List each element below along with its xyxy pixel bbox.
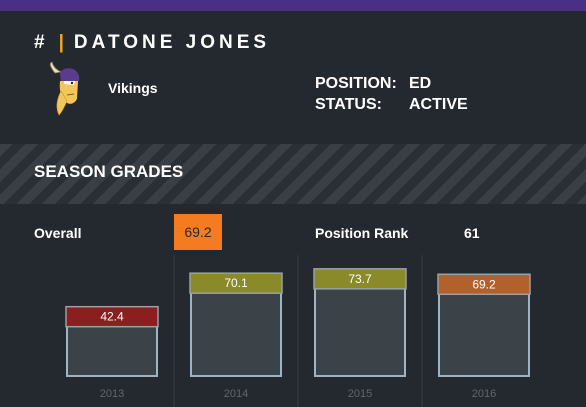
- position-rank-label: Position Rank: [315, 225, 409, 241]
- player-name: DATONE JONES: [73, 32, 271, 53]
- status-value: ACTIVE: [409, 96, 468, 113]
- hash-symbol: #: [34, 32, 45, 53]
- player-header: # | DATONE JONES: [34, 30, 270, 56]
- grade-value-label: 73.7: [348, 272, 372, 286]
- year-label: 2013: [100, 388, 124, 400]
- year-label: 2015: [348, 388, 372, 400]
- grade-label-box: [189, 272, 283, 294]
- grade-bar: [314, 285, 406, 378]
- position-rank-value: 61: [464, 225, 480, 241]
- team-name: Vikings: [108, 80, 158, 96]
- grade-label-box: [313, 268, 407, 290]
- section-title: SEASON GRADES: [34, 162, 184, 181]
- position-label: POSITION:: [315, 75, 397, 92]
- season-grades-chart: 42.4 2013 70.1 2014 73.7 2015 69.2 2016: [65, 255, 531, 407]
- grade-label-box: [437, 273, 531, 296]
- grade-value-label: 69.2: [472, 277, 496, 291]
- overall-label: Overall: [34, 225, 82, 241]
- section-header-band: [0, 144, 586, 204]
- status-label: STATUS:: [315, 96, 382, 113]
- year-label: 2016: [472, 388, 496, 400]
- position-value: ED: [409, 75, 432, 92]
- grade-value-label: 70.1: [224, 276, 248, 290]
- grade-bar: [190, 290, 282, 377]
- grade-value-label: 42.4: [100, 310, 124, 324]
- grade-label-box: [65, 305, 159, 328]
- grade-bar: [438, 291, 530, 378]
- vikings-logo-icon: [49, 61, 80, 116]
- year-label: 2014: [224, 388, 248, 400]
- overall-grade-badge: 69.2: [174, 214, 222, 250]
- grade-bar: [66, 323, 158, 377]
- top-accent-bar: [0, 0, 586, 11]
- header-separator: |: [58, 32, 64, 53]
